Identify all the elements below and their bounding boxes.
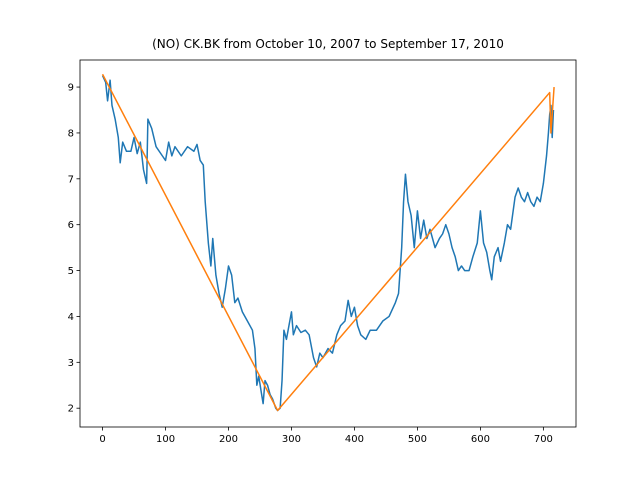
- x-tick-label: 100: [156, 434, 175, 445]
- x-tick-label: 400: [345, 434, 364, 445]
- axes-frame: [79, 59, 577, 428]
- y-tick-label: 6: [68, 220, 74, 231]
- x-tick-label: 500: [408, 434, 427, 445]
- y-tick-label: 9: [68, 83, 74, 94]
- x-tick-label: 700: [534, 434, 553, 445]
- y-tick-label: 2: [68, 404, 74, 415]
- y-tick-label: 8: [68, 128, 74, 139]
- chart-title: (NO) CK.BK from October 10, 2007 to Sept…: [152, 37, 504, 51]
- x-tick-label: 600: [471, 434, 490, 445]
- y-tick-label: 3: [68, 358, 74, 369]
- y-tick-label: 4: [68, 312, 74, 323]
- y-tick-label: 5: [68, 266, 74, 277]
- x-tick-label: 0: [99, 434, 105, 445]
- x-tick-label: 300: [282, 434, 301, 445]
- plot-area: [101, 73, 555, 412]
- x-tick-label: 200: [219, 434, 238, 445]
- series-line: [101, 75, 555, 412]
- y-tick-label: 7: [68, 174, 74, 185]
- series-line: [101, 73, 555, 412]
